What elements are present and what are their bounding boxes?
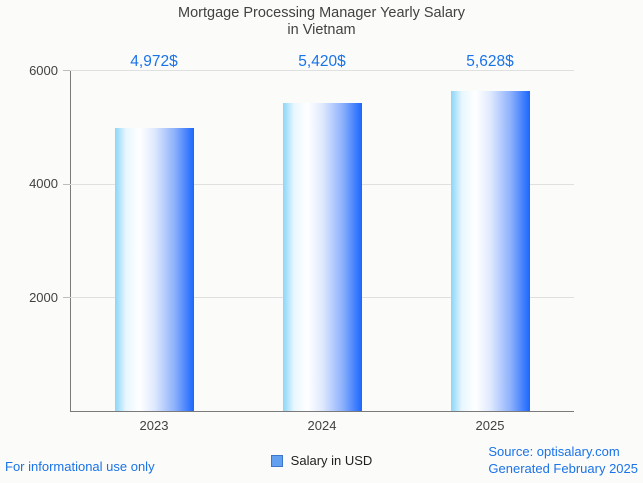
bar-2023[interactable] bbox=[114, 128, 194, 411]
chart-title-line1: Mortgage Processing Manager Yearly Salar… bbox=[178, 5, 465, 21]
x-axis-line bbox=[70, 410, 574, 412]
x-axis-label-2025: 2025 bbox=[475, 418, 505, 433]
legend-swatch-icon bbox=[270, 454, 283, 467]
disclaimer-text: For informational use only bbox=[5, 459, 155, 474]
y-axis-label-2000: 2000 bbox=[29, 289, 58, 305]
chart-title-line2: in Vietnam bbox=[287, 22, 356, 38]
chart-title: Mortgage Processing Manager Yearly Salar… bbox=[0, 5, 643, 39]
y-axis-label-6000: 6000 bbox=[29, 62, 58, 78]
source-block: Source: optisalary.com Generated Februar… bbox=[488, 444, 638, 477]
value-label-2024: 5,420$ bbox=[298, 53, 346, 70]
y-tick-6000 bbox=[63, 70, 70, 71]
y-axis-line bbox=[70, 70, 71, 411]
x-axis-label-2023: 2023 bbox=[139, 418, 169, 433]
gridline-6000 bbox=[70, 70, 574, 71]
generated-line: Generated February 2025 bbox=[488, 460, 638, 476]
y-tick-2000 bbox=[63, 297, 70, 299]
y-tick-4000 bbox=[63, 183, 70, 185]
source-line: Source: optisalary.com bbox=[488, 444, 620, 459]
bar-2024[interactable] bbox=[282, 102, 362, 411]
legend: Salary in USD bbox=[0, 453, 643, 468]
x-axis-label-2024: 2024 bbox=[307, 418, 337, 433]
bar-2025[interactable] bbox=[450, 91, 530, 411]
value-label-2023: 4,972$ bbox=[130, 53, 178, 70]
plot-area bbox=[63, 70, 574, 412]
value-label-2025: 5,628$ bbox=[466, 53, 514, 70]
legend-label: Salary in USD bbox=[290, 453, 373, 468]
y-axis-label-4000: 4000 bbox=[29, 176, 58, 192]
